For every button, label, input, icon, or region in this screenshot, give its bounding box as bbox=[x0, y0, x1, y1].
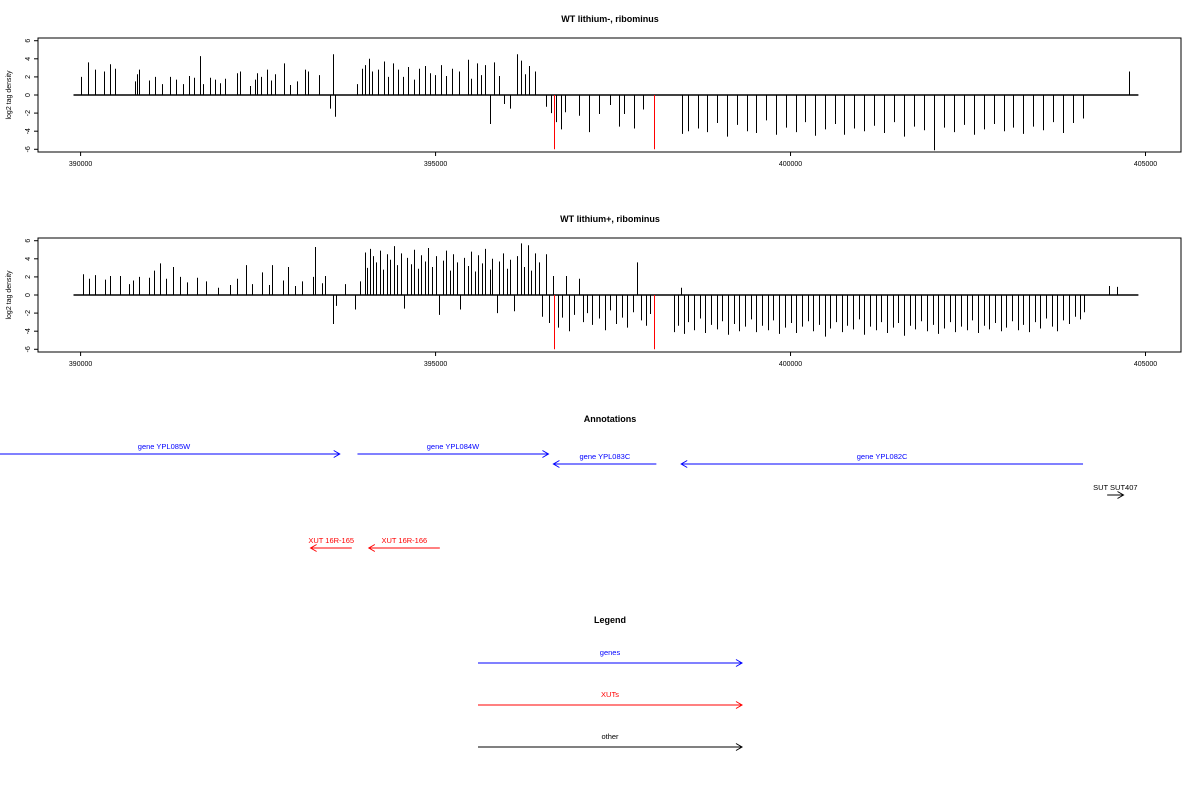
arrow-head-icon bbox=[735, 701, 743, 709]
legend-label: genes bbox=[600, 648, 621, 657]
feature-gene-ypl083c: gene YPL083C bbox=[552, 452, 657, 468]
x-tick-label: 400000 bbox=[779, 361, 802, 368]
arrow-head-icon bbox=[735, 743, 743, 751]
x-tick-label: 395000 bbox=[424, 361, 447, 368]
y-tick-label: -2 bbox=[25, 310, 32, 316]
feature-label: SUT SUT407 bbox=[1093, 483, 1137, 492]
arrow-head-icon bbox=[735, 659, 743, 667]
y-tick-label: 2 bbox=[25, 275, 32, 279]
feature-label: XUT 16R-166 bbox=[381, 536, 427, 545]
feature-label: gene YPL083C bbox=[580, 452, 631, 461]
x-tick-label: 405000 bbox=[1134, 361, 1157, 368]
feature-xut-16r-166: XUT 16R-166 bbox=[367, 536, 440, 552]
feature-sut-sut407: SUT SUT407 bbox=[1093, 483, 1138, 499]
y-tick-label: 2 bbox=[25, 75, 32, 79]
arrow-head-icon bbox=[333, 450, 341, 458]
chart-title: WT lithium+, ribominus bbox=[560, 214, 660, 224]
feature-label: XUT 16R-165 bbox=[308, 536, 354, 545]
legend-title: Legend bbox=[594, 615, 626, 625]
legend: Legend genes XUTs other bbox=[478, 615, 743, 751]
legend-label: other bbox=[601, 732, 619, 741]
annotations-track: Annotations gene YPL085W gene YPL084W gene… bbox=[0, 414, 1138, 552]
y-axis-label: log2 tag density bbox=[6, 270, 13, 320]
density-bars bbox=[73, 243, 1139, 350]
y-tick-label: 6 bbox=[25, 239, 32, 243]
y-axis: 6 4 2 0 -2 -4 -6 bbox=[25, 239, 38, 352]
x-tick-label: 390000 bbox=[69, 161, 92, 168]
chart-title: WT lithium-, ribominus bbox=[561, 14, 659, 24]
arrow-head-icon bbox=[680, 460, 688, 468]
x-axis: 390000 395000 400000 405000 bbox=[69, 352, 1157, 368]
chart-panel-lithium-plus: WT lithium+, ribominus log2 tag density … bbox=[6, 214, 1182, 368]
legend-item-genes: genes bbox=[478, 648, 743, 667]
feature-label: gene YPL085W bbox=[138, 442, 191, 451]
feature-label: gene YPL082C bbox=[857, 452, 908, 461]
x-tick-label: 405000 bbox=[1134, 161, 1157, 168]
x-tick-label: 395000 bbox=[424, 161, 447, 168]
legend-item-other: other bbox=[478, 732, 743, 751]
y-axis: 6 4 2 0 -2 -4 -6 bbox=[25, 39, 38, 152]
y-tick-label: 0 bbox=[25, 293, 32, 297]
y-tick-label: -2 bbox=[25, 110, 32, 116]
y-axis-label: log2 tag density bbox=[6, 70, 13, 120]
legend-label: XUTs bbox=[601, 690, 619, 699]
x-axis: 390000 395000 400000 405000 bbox=[69, 152, 1157, 168]
y-tick-label: 6 bbox=[25, 39, 32, 43]
y-tick-label: -6 bbox=[25, 146, 32, 152]
arrow-head-icon bbox=[552, 460, 560, 468]
x-tick-label: 400000 bbox=[779, 161, 802, 168]
y-tick-label: -4 bbox=[25, 128, 32, 134]
x-tick-label: 390000 bbox=[69, 361, 92, 368]
y-tick-label: -6 bbox=[25, 346, 32, 352]
feature-gene-ypl082c: gene YPL082C bbox=[680, 452, 1084, 468]
y-tick-label: -4 bbox=[25, 328, 32, 334]
y-tick-label: 4 bbox=[25, 57, 32, 61]
arrow-head-icon bbox=[367, 544, 376, 552]
chart-panel-lithium-minus: WT lithium-, ribominus log2 tag density … bbox=[6, 14, 1182, 168]
density-bars bbox=[73, 54, 1139, 151]
feature-gene-ypl085w: gene YPL085W bbox=[0, 442, 341, 458]
arrow-head-icon bbox=[1117, 491, 1125, 499]
arrow-head-icon bbox=[309, 544, 317, 552]
legend-item-xuts: XUTs bbox=[478, 690, 743, 709]
feature-gene-ypl084w: gene YPL084W bbox=[357, 442, 550, 458]
feature-xut-16r-165: XUT 16R-165 bbox=[308, 536, 354, 552]
feature-label: gene YPL084W bbox=[427, 442, 480, 451]
y-tick-label: 4 bbox=[25, 257, 32, 261]
y-tick-label: 0 bbox=[25, 93, 32, 97]
annotations-title: Annotations bbox=[584, 414, 637, 424]
arrow-head-icon bbox=[542, 450, 550, 458]
